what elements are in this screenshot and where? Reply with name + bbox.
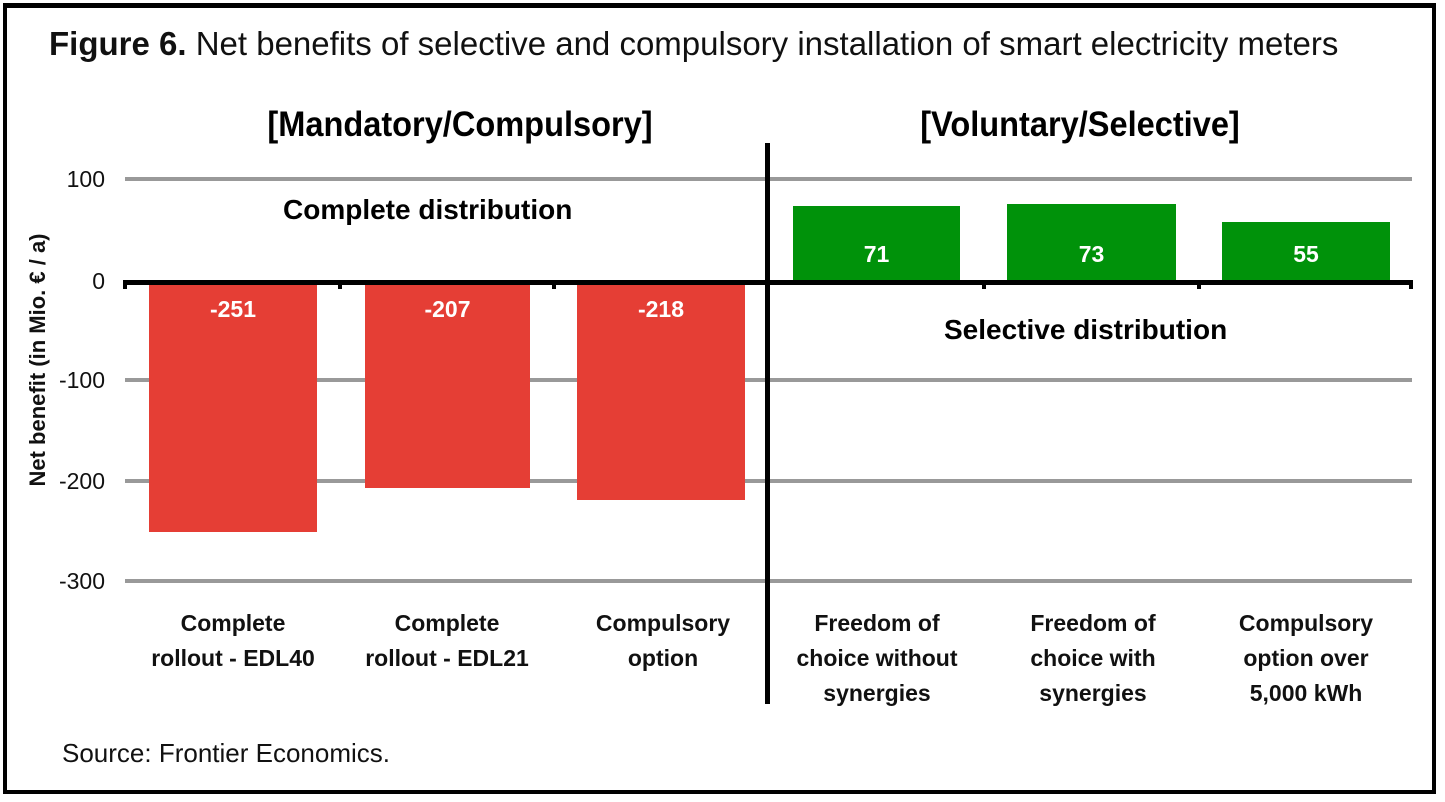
source-note: Source: Frontier Economics. (62, 738, 391, 768)
group-title-voluntary: [Voluntary/Selective] (920, 105, 1240, 144)
bar-compulsory-over-5000kwh: 55 (1222, 222, 1390, 282)
annotation-selective-distribution: Selective distribution (944, 314, 1228, 345)
category-label-freedom-without-synergies: Freedom of choice without synergies (772, 606, 982, 711)
category-label-line: rollout - EDL40 (151, 645, 315, 671)
category-label-freedom-with-synergies: Freedom of choice with synergies (988, 606, 1198, 711)
category-label-complete-rollout-edl40: Complete rollout - EDL40 (128, 606, 338, 676)
group-title-mandatory: [Mandatory/Compulsory] (267, 105, 653, 144)
figure-frame (3, 3, 1436, 794)
category-label-line: Compulsory (595, 610, 731, 636)
group-divider-line (765, 143, 770, 704)
bar-compulsory-option: -218 (577, 282, 745, 500)
y-tick-0: 0 (92, 268, 105, 294)
category-label-line: Freedom of (1030, 610, 1156, 636)
bar-value-label: 71 (863, 241, 890, 267)
bar-complete-rollout-edl40: -251 (149, 282, 317, 532)
bar-value-label: -251 (209, 296, 257, 322)
bar-value-label: 73 (1078, 241, 1105, 267)
category-label-line: Complete (180, 610, 286, 636)
y-tick-minus-100: -100 (58, 367, 105, 393)
x-axis-tick (123, 280, 127, 289)
category-label-line: synergies (1039, 680, 1147, 706)
category-label-line: choice without (796, 645, 958, 671)
figure-label: Figure 6. (49, 25, 187, 62)
category-label-line: synergies (823, 680, 931, 706)
x-axis-tick (338, 280, 342, 289)
category-label-complete-rollout-edl21: Complete rollout - EDL21 (342, 606, 552, 676)
category-label-line: Complete (394, 610, 500, 636)
bar-value-label: -218 (637, 296, 685, 322)
category-label-line: rollout - EDL21 (365, 645, 529, 671)
figure-title-text: Net benefits of selective and compulsory… (186, 25, 1339, 62)
bar-freedom-without-synergies: 71 (793, 206, 960, 282)
bar-value-label: 55 (1293, 241, 1319, 267)
y-tick-100: 100 (66, 166, 105, 192)
category-label-compulsory-over-5000kwh: Compulsory option over 5,000 kWh (1201, 606, 1411, 711)
x-axis-tick (1409, 280, 1413, 289)
category-label-line: option (627, 645, 699, 671)
annotation-complete-distribution: Complete distribution (283, 194, 573, 225)
category-label-line: Compulsory (1238, 610, 1374, 636)
y-tick-minus-300: -300 (58, 568, 105, 594)
category-label-line: choice with (1030, 645, 1156, 671)
x-axis-tick (552, 280, 556, 289)
category-label-line: Freedom of (814, 610, 940, 636)
bar-complete-rollout-edl21: -207 (365, 282, 530, 488)
figure-title: Figure 6. Net benefits of selective and … (49, 22, 1429, 66)
y-tick-minus-200: -200 (58, 468, 105, 494)
category-label-compulsory-option: Compulsory option (558, 606, 768, 676)
category-label-line: option over (1243, 645, 1369, 671)
bar-freedom-with-synergies: 73 (1007, 204, 1176, 282)
x-axis-tick (982, 280, 986, 289)
category-label-line: 5,000 kWh (1249, 680, 1363, 706)
x-axis-tick (1197, 280, 1201, 289)
bar-value-label: -207 (424, 296, 471, 322)
